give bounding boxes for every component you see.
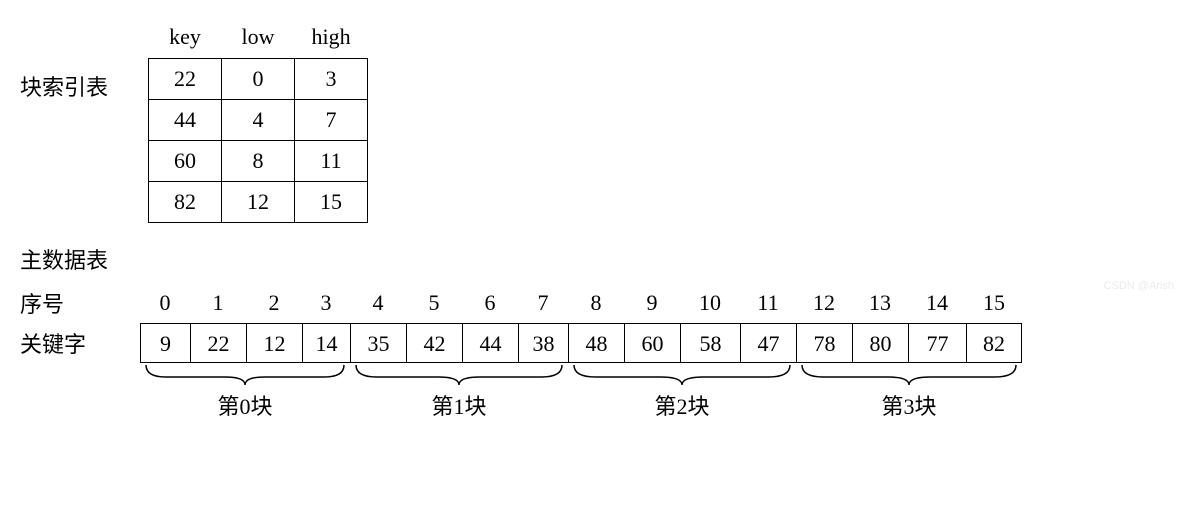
sequence-cell: 13 (852, 288, 908, 318)
block-group: 第3块 (796, 365, 1022, 421)
index-header: high (295, 20, 368, 59)
table-row: 4447 (149, 100, 368, 141)
index-cell: 3 (295, 59, 368, 100)
index-cell: 7 (295, 100, 368, 141)
index-cell: 82 (149, 182, 222, 223)
key-cell: 9 (140, 323, 190, 363)
table-row: 60811 (149, 141, 368, 182)
sequence-cell: 12 (796, 288, 852, 318)
index-table: keylowhigh 2203444760811821215 (148, 20, 368, 223)
main-table-label: 主数据表 (20, 243, 1164, 275)
brace-row: 第0块 第1块 第2块 第3块 (20, 365, 1164, 421)
block-group: 第2块 (568, 365, 796, 421)
sequence-cell: 0 (140, 288, 190, 318)
key-cell: 42 (406, 323, 462, 363)
watermark: CSDN @Arish (1104, 280, 1174, 292)
sequence-cell: 11 (740, 288, 796, 318)
key-cell: 44 (462, 323, 518, 363)
block-label: 第1块 (431, 389, 486, 421)
block-label: 第0块 (217, 389, 272, 421)
key-row: 关键字 9221214354244384860584778807782 (20, 323, 1164, 363)
block-group: 第0块 (140, 365, 350, 421)
key-cell: 80 (852, 323, 908, 363)
key-cell: 58 (680, 323, 740, 363)
key-cell: 78 (796, 323, 852, 363)
index-header: key (149, 20, 222, 59)
sequence-cell: 7 (518, 288, 568, 318)
index-cell: 60 (149, 141, 222, 182)
main-data-area: 序号 0123456789101112131415 关键字 9221214354… (20, 287, 1164, 421)
key-cell: 22 (190, 323, 246, 363)
index-cell: 0 (222, 59, 295, 100)
index-header: low (222, 20, 295, 59)
sequence-cell: 9 (624, 288, 680, 318)
top-section: 块索引表 keylowhigh 2203444760811821215 (20, 20, 1164, 223)
key-cell: 14 (302, 323, 350, 363)
key-table: 9221214354244384860584778807782 (140, 323, 1022, 363)
key-row-label: 关键字 (20, 327, 140, 359)
key-cell: 82 (966, 323, 1022, 363)
sequence-cell: 14 (908, 288, 966, 318)
sequence-row: 序号 0123456789101112131415 (20, 287, 1164, 319)
block-group: 第1块 (350, 365, 568, 421)
index-cell: 8 (222, 141, 295, 182)
key-cell: 35 (350, 323, 406, 363)
index-cell: 12 (222, 182, 295, 223)
key-cell: 77 (908, 323, 966, 363)
table-row: 821215 (149, 182, 368, 223)
block-label: 第2块 (654, 389, 709, 421)
index-cell: 15 (295, 182, 368, 223)
sequence-cell: 2 (246, 288, 302, 318)
key-cell: 38 (518, 323, 568, 363)
index-cell: 44 (149, 100, 222, 141)
sequence-cell: 1 (190, 288, 246, 318)
key-cell: 47 (740, 323, 796, 363)
sequence-cell: 5 (406, 288, 462, 318)
sequence-cell: 10 (680, 288, 740, 318)
table-row: 2203 (149, 59, 368, 100)
index-cell: 11 (295, 141, 368, 182)
key-cell: 12 (246, 323, 302, 363)
key-cell: 48 (568, 323, 624, 363)
sequence-cell: 6 (462, 288, 518, 318)
sequence-cell: 8 (568, 288, 624, 318)
index-cell: 22 (149, 59, 222, 100)
sequence-row-label: 序号 (20, 287, 140, 319)
key-cell: 60 (624, 323, 680, 363)
block-label: 第3块 (881, 389, 936, 421)
sequence-cell: 4 (350, 288, 406, 318)
index-table-label: 块索引表 (20, 70, 108, 102)
sequence-cell: 15 (966, 288, 1022, 318)
sequence-cell: 3 (302, 288, 350, 318)
index-cell: 4 (222, 100, 295, 141)
